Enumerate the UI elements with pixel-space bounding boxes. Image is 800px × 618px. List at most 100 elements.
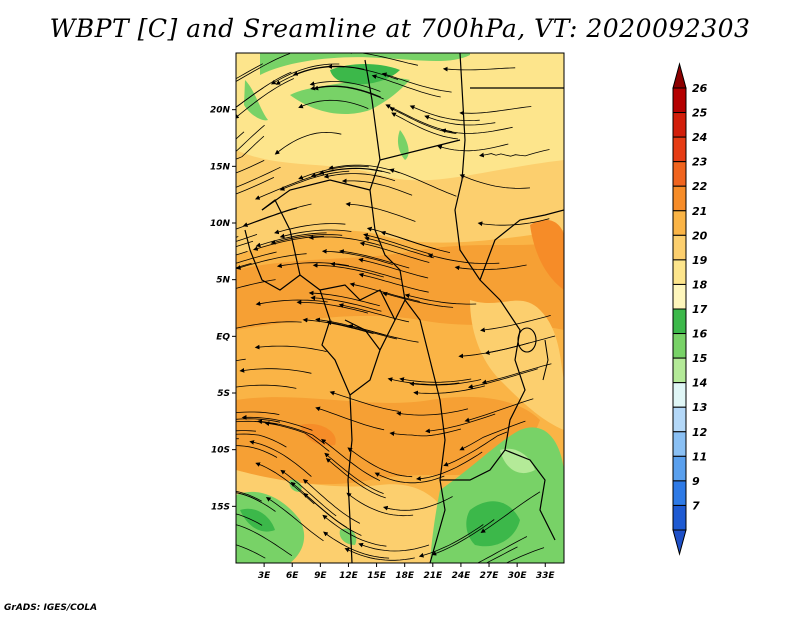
streamline [458, 342, 530, 359]
streamline [371, 74, 441, 98]
streamline [236, 177, 275, 195]
streamline [459, 420, 526, 451]
streamline [346, 492, 414, 517]
colorbar-segment [672, 406, 687, 433]
lon-label: 6E [286, 571, 299, 581]
streamline [236, 251, 277, 264]
streamline [441, 126, 513, 134]
streamline [308, 235, 381, 246]
streamline [374, 472, 445, 484]
streamline [236, 63, 263, 80]
streamline [279, 170, 350, 191]
colorbar-segment [672, 480, 687, 506]
streamline [324, 452, 384, 494]
colorbar-segment [672, 431, 687, 457]
colorbar-top-arrow [672, 62, 687, 89]
streamline [416, 451, 483, 481]
streamline [236, 544, 266, 559]
lat-label: 15S [211, 502, 230, 512]
colorbar-label: 7 [692, 499, 700, 512]
lake-outline [542, 339, 549, 381]
streamline [481, 363, 552, 385]
wbpt-field-dark-orange-1 [530, 219, 564, 290]
streamline [459, 106, 532, 116]
streamline [236, 78, 294, 119]
streamline [328, 164, 400, 174]
streamline [310, 85, 381, 98]
streamline [358, 542, 430, 552]
lat-label: 5S [217, 389, 230, 399]
streamline [341, 178, 413, 196]
boundary-line [261, 179, 371, 211]
lon-label: 21E [423, 571, 443, 581]
streamline [323, 173, 396, 182]
lon-label: 18E [395, 571, 415, 581]
streamline [276, 262, 349, 268]
lon-label: 12E [339, 571, 359, 581]
streamline [236, 420, 278, 425]
lat-label: 5N [216, 276, 230, 286]
boundary-line [499, 299, 526, 451]
streamline [427, 253, 500, 264]
boundary-line [319, 284, 396, 321]
lon-label: 30E [508, 571, 528, 581]
streamline [255, 299, 328, 306]
colorbar: 26 25 24 23 22 21 20 19 18 17 16 15 14 13 12 11 9 7 [672, 62, 708, 556]
colorbar-segment [672, 259, 687, 285]
colorbar-bottom-arrow [672, 529, 687, 556]
wbpt-field-green-north-dark [330, 64, 400, 85]
colorbar-label: 18 [692, 278, 708, 291]
wbpt-field-green-southwest-dark [240, 508, 275, 532]
streamline [404, 293, 477, 305]
streamline [236, 124, 265, 152]
country-boundaries [244, 53, 564, 563]
colorbar-segment [672, 283, 687, 310]
streamline [347, 447, 413, 478]
colorbar-segment [672, 357, 687, 384]
wbpt-field-green-small-2 [339, 528, 357, 545]
streamline [479, 149, 550, 158]
streamline [425, 413, 496, 434]
colorbar-label: 23 [692, 156, 708, 169]
streamline [409, 379, 482, 387]
map-area [236, 53, 564, 563]
streamline [358, 257, 429, 279]
streamline [279, 229, 352, 239]
colorbar-segment [672, 185, 687, 212]
streamline [296, 299, 369, 314]
streamline [236, 234, 258, 242]
streamline [366, 226, 437, 250]
wbpt-field-hot-south [236, 396, 540, 485]
wbpt-field-green-northwest [244, 80, 268, 121]
streamline [464, 398, 534, 423]
streamline [389, 168, 457, 197]
streamline [292, 65, 364, 76]
streamline [298, 99, 369, 109]
streamline [485, 546, 518, 563]
lon-label: 15E [367, 571, 387, 581]
streamline [310, 295, 382, 312]
lon-label: 27E [480, 571, 500, 581]
streamline [399, 377, 472, 383]
streamline [236, 240, 254, 248]
streamline [363, 233, 433, 256]
lat-label: 10S [211, 446, 230, 456]
streamline [321, 248, 393, 265]
streamline [280, 469, 337, 517]
colorbar-segment [672, 308, 687, 335]
streamline [264, 421, 330, 452]
streamline [236, 492, 276, 512]
streamline [364, 236, 434, 259]
colorbar-segment [672, 112, 687, 138]
streamline [236, 524, 293, 557]
lat-label: 10N [210, 219, 231, 229]
streamline [275, 66, 345, 85]
longitude-axis: 3E 6E 9E 12E 15E 18E 21E 24E 27E 30E 33E [258, 563, 555, 581]
streamline [385, 104, 453, 132]
boundary-line [261, 199, 353, 563]
streamline [381, 72, 452, 93]
streamline [274, 223, 346, 235]
lat-label: 15N [210, 162, 231, 172]
map-frame [235, 52, 565, 564]
streamline [454, 264, 527, 271]
